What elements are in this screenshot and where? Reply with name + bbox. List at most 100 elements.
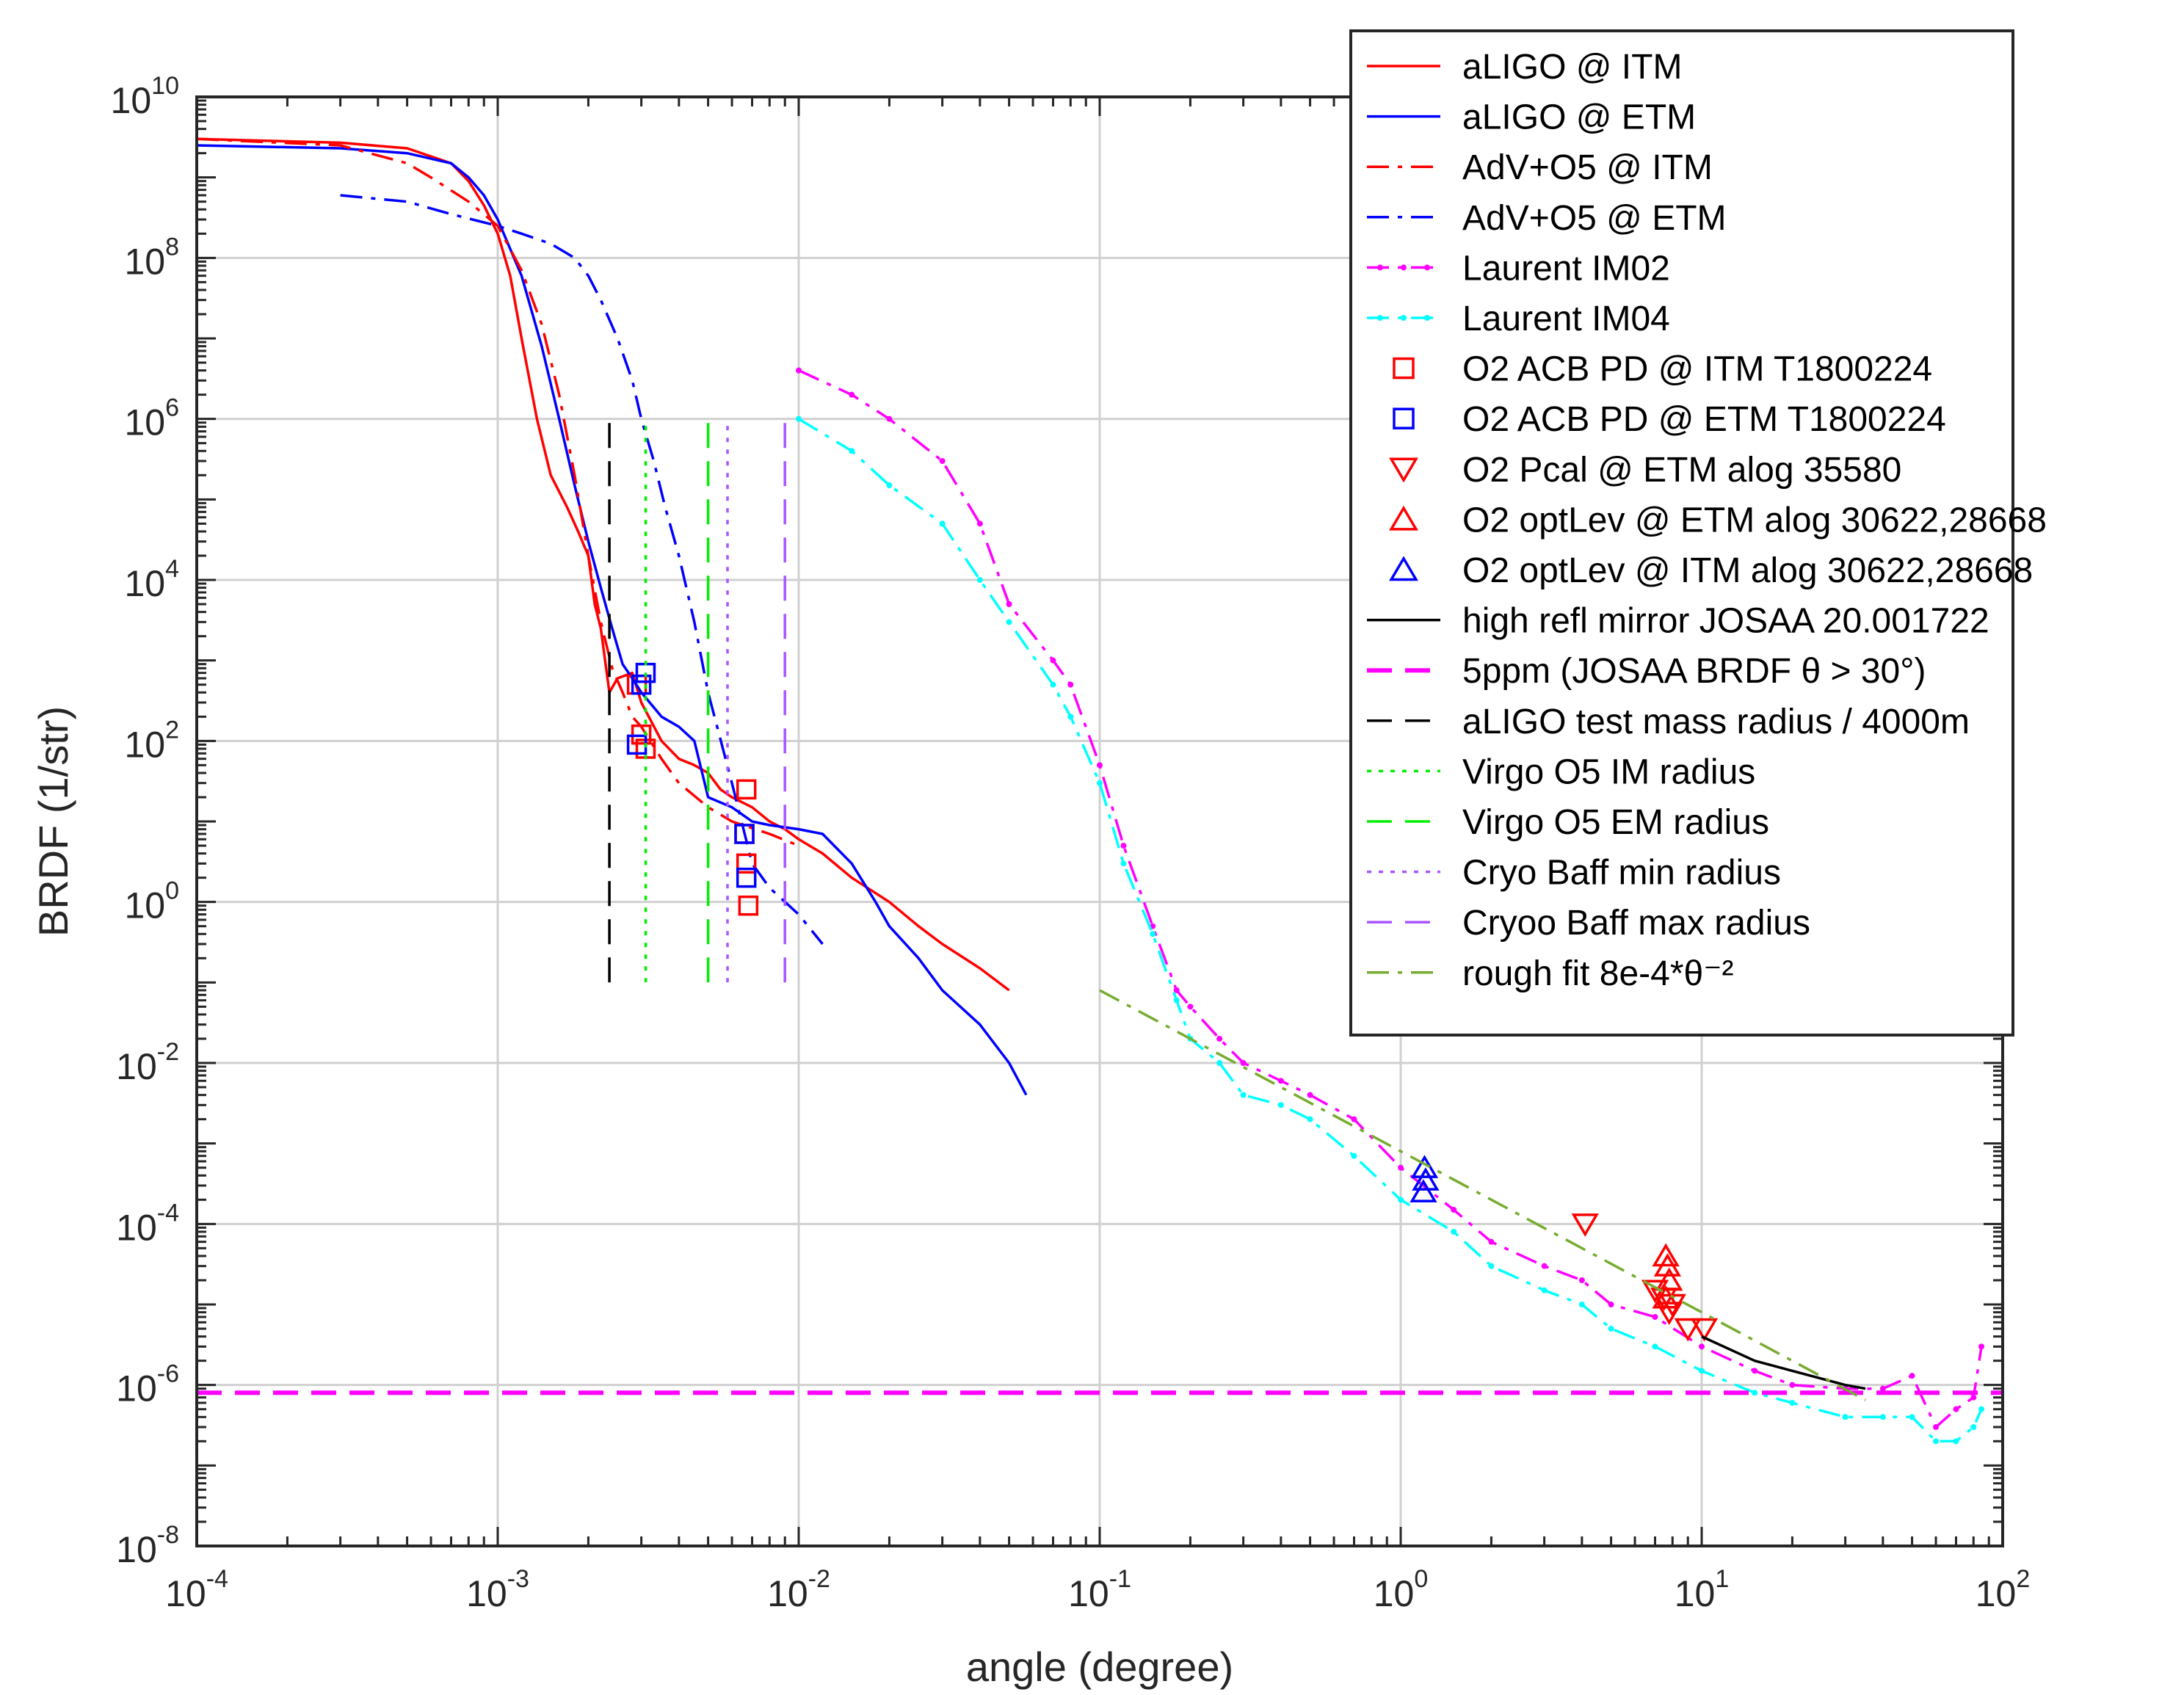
x-tick-label: 10-3 [466, 1565, 529, 1614]
series-line-rough-fit [1099, 989, 1866, 1401]
series-aligo-itm [197, 137, 1010, 992]
point-laurent-im02 [1652, 1313, 1658, 1320]
legend-label: Virgo O5 EM radius [1462, 803, 1769, 842]
legend-label: aLIGO @ ITM [1462, 48, 1682, 87]
point-laurent-im02 [1398, 1164, 1404, 1171]
legend-marker [1424, 264, 1430, 271]
point-laurent-im04 [849, 448, 855, 454]
point-laurent-im02 [1699, 1343, 1705, 1350]
legend-label: rough fit 8e-4*θ⁻² [1462, 954, 1734, 993]
point-laurent-im04 [1909, 1414, 1915, 1420]
legend-label: AdV+O5 @ ITM [1462, 148, 1713, 187]
y-axis-label: BRDF (1/str) [30, 706, 76, 937]
y-tick-label: 102 [124, 716, 179, 765]
y-tick-labels: 10-8 10-6 10-4 10-2 100 102 104 106 108 1010 [111, 72, 179, 1570]
series-aligo-etm [197, 144, 1028, 1096]
series-laurent-im04 [796, 415, 1985, 1445]
point-laurent-im02 [1789, 1382, 1796, 1388]
legend-entry-virgo-em: Virgo O5 EM radius [1367, 803, 1769, 842]
x-tick-label: 10-1 [1068, 1565, 1131, 1614]
point-laurent-im04 [976, 577, 983, 583]
series-rough-fit [1099, 989, 1866, 1401]
point-laurent-im04 [1541, 1287, 1548, 1293]
legend-entry-o2-optlev-itm: O2 optLev @ ITM alog 30622,28668 [1389, 551, 2033, 590]
point-laurent-im04 [1752, 1390, 1758, 1396]
legend-label: O2 optLev @ ETM alog 30622,28668 [1462, 501, 2047, 540]
point-laurent-im02 [1006, 601, 1012, 608]
legend-entry-o2-acb-etm: O2 ACB PD @ ETM T1800224 [1393, 400, 1946, 439]
legend-label: Cryo Baff min radius [1462, 854, 1781, 893]
series-line-adv-etm [340, 194, 824, 946]
point-laurent-im02 [1488, 1238, 1495, 1245]
series-o2-optlev-itm [1410, 1155, 1440, 1202]
point-laurent-im04 [1307, 1116, 1313, 1122]
legend-label: Laurent IM02 [1462, 249, 1670, 288]
legend-marker [1424, 315, 1430, 321]
point-o2-optlev-itm [1412, 1167, 1440, 1191]
series-adv-itm [197, 137, 799, 847]
point-o2-optlev-etm [1655, 1267, 1683, 1291]
point-laurent-im04 [1451, 1228, 1457, 1235]
legend-label: high refl mirror JOSAA 20.001722 [1462, 602, 1989, 641]
series-layer [197, 137, 2003, 1445]
legend-entry-o2-optlev-etm: O2 optLev @ ETM alog 30622,28668 [1389, 501, 2047, 540]
point-laurent-im04 [1351, 1153, 1357, 1159]
point-laurent-im02 [1541, 1263, 1548, 1269]
legend-label: aLIGO test mass radius / 4000m [1462, 703, 1970, 741]
legend-entry-5ppm: 5ppm (JOSAA BRDF θ > 30°) [1367, 652, 1926, 691]
legend-entry-virgo-im: Virgo O5 IM radius [1367, 752, 1755, 791]
point-laurent-im02 [1216, 1035, 1223, 1042]
legend-entry-aligo-itm: aLIGO @ ITM [1367, 48, 1682, 87]
y-tick-label: 106 [124, 394, 179, 443]
legend-label: Laurent IM04 [1462, 300, 1670, 338]
point-laurent-im02 [1451, 1207, 1457, 1213]
point-laurent-im02 [796, 367, 802, 374]
legend-entry-o2-pcal-etm: O2 Pcal @ ETM alog 35580 [1389, 451, 1901, 490]
y-tick-label: 1010 [111, 72, 179, 121]
y-tick-label: 100 [124, 877, 179, 926]
y-tick-label: 10-6 [116, 1360, 179, 1409]
legend-entry-cryo-min: Cryo Baff min radius [1367, 854, 1781, 893]
legend-entry-high-refl: high refl mirror JOSAA 20.001722 [1367, 602, 1989, 641]
point-laurent-im02 [1120, 843, 1127, 849]
point-laurent-im04 [1978, 1406, 1985, 1412]
point-laurent-im02 [849, 391, 855, 398]
point-laurent-im02 [1752, 1368, 1758, 1374]
point-laurent-im04 [1006, 619, 1012, 625]
legend-label: O2 optLev @ ITM alog 30622,28668 [1462, 551, 2033, 590]
point-laurent-im02 [1978, 1343, 1985, 1350]
point-o2-acb-itm [736, 779, 757, 800]
legend-entry-adv-etm: AdV+O5 @ ETM [1367, 199, 1727, 238]
point-laurent-im04 [1277, 1102, 1284, 1108]
legend-label: O2 ACB PD @ ETM T1800224 [1462, 400, 1946, 439]
point-laurent-im04 [1150, 931, 1156, 937]
series-line-aligo-itm [197, 137, 1010, 992]
point-laurent-im04 [939, 520, 946, 527]
x-tick-label: 102 [1976, 1565, 2031, 1614]
point-laurent-im04 [886, 482, 893, 489]
point-laurent-im04 [1488, 1263, 1495, 1269]
point-laurent-im04 [1879, 1414, 1886, 1420]
legend-entry-adv-itm: AdV+O5 @ ITM [1367, 148, 1713, 187]
x-tick-label: 101 [1675, 1565, 1730, 1614]
point-laurent-im04 [1578, 1302, 1585, 1307]
legend-marker [1389, 556, 1418, 581]
legend-marker [1389, 457, 1418, 483]
x-axis-label: angle (degree) [966, 1644, 1233, 1690]
point-laurent-im02 [1277, 1078, 1284, 1084]
series-high-refl [1701, 1335, 1866, 1390]
legend-label: aLIGO @ ETM [1462, 98, 1696, 137]
point-laurent-im04 [1699, 1368, 1705, 1374]
point-laurent-im04 [1173, 997, 1180, 1003]
x-tick-label: 100 [1374, 1565, 1429, 1614]
legend-entry-rough-fit: rough fit 8e-4*θ⁻² [1367, 954, 1734, 993]
legend-box [1349, 29, 2014, 1037]
point-laurent-im02 [1578, 1277, 1585, 1283]
point-laurent-im04 [1933, 1438, 1940, 1445]
point-laurent-im02 [1307, 1092, 1313, 1098]
legend-marker [1377, 315, 1383, 321]
y-tick-label: 10-4 [116, 1199, 179, 1248]
point-laurent-im04 [1652, 1343, 1658, 1350]
y-tick-label: 104 [124, 555, 179, 604]
point-laurent-im04 [1970, 1424, 1977, 1431]
